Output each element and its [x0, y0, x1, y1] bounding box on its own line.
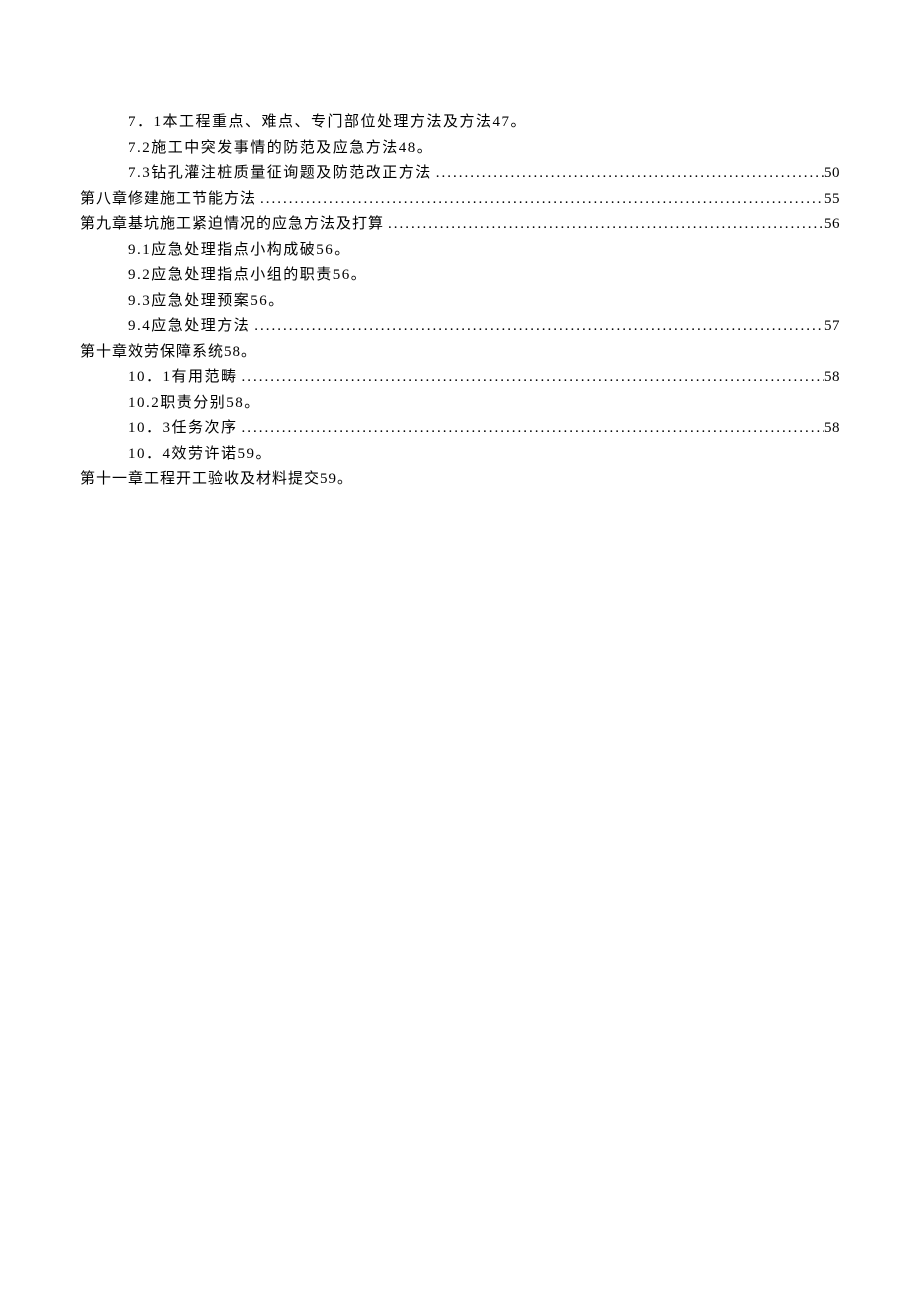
toc-entry: 9.4应急处理方法 57: [80, 314, 840, 340]
toc-entry-title: 第九章基坑施工紧迫情况的应急方法及打算: [80, 212, 384, 238]
toc-entry: 9.2应急处理指点小组的职责56。: [80, 263, 840, 289]
toc-page-number: 58: [824, 416, 840, 442]
toc-entry-title: 10．3任务次序: [128, 416, 238, 442]
toc-entry: 9.3应急处理预案56。: [80, 289, 840, 315]
toc-entry-title: 7.2施工中突发事情的防范及应急方法48: [128, 136, 417, 162]
toc-entry-title: 第十一章工程开工验收及材料提交59: [80, 467, 337, 493]
toc-entry: 7.3钻孔灌注桩质量征询题及防范改正方法 50: [80, 161, 840, 187]
toc-dot-leader: [238, 416, 824, 442]
toc-entry-title: 第十章效劳保障系统58: [80, 340, 241, 366]
toc-entry-title: 10.2职责分别58: [128, 391, 244, 417]
toc-page-number: 56: [824, 212, 840, 238]
toc-entry-title: 9.3应急处理预案56: [128, 289, 268, 315]
toc-entry-title: 7.3钻孔灌注桩质量征询题及防范改正方法: [128, 161, 432, 187]
toc-entry-suffix: 。: [256, 442, 271, 468]
toc-entry: 10.2职责分别58。: [80, 391, 840, 417]
toc-entry-suffix: 。: [351, 263, 366, 289]
toc-page-number: 55: [824, 187, 840, 213]
toc-page-number: 57: [824, 314, 840, 340]
toc-dot-leader: [238, 365, 824, 391]
toc-dot-leader: [256, 187, 824, 213]
toc-entry-title: 9.2应急处理指点小组的职责56: [128, 263, 351, 289]
toc-entry-suffix: 。: [244, 391, 259, 417]
table-of-contents: 7．1本工程重点、难点、专门部位处理方法及方法47。7.2施工中突发事情的防范及…: [80, 110, 840, 493]
toc-entry: 第九章基坑施工紧迫情况的应急方法及打算 56: [80, 212, 840, 238]
toc-entry: 10．1有用范畴 58: [80, 365, 840, 391]
toc-dot-leader: [384, 212, 824, 238]
toc-entry-suffix: 。: [337, 467, 352, 493]
toc-entry: 第八章修建施工节能方法 55: [80, 187, 840, 213]
toc-entry-title: 9.4应急处理方法: [128, 314, 250, 340]
toc-entry-title: 第八章修建施工节能方法: [80, 187, 256, 213]
toc-page-number: 50: [824, 161, 840, 187]
toc-entry-title: 10．4效劳许诺59: [128, 442, 256, 468]
toc-entry: 7.2施工中突发事情的防范及应急方法48。: [80, 136, 840, 162]
toc-dot-leader: [250, 314, 824, 340]
toc-entry-suffix: 。: [417, 136, 432, 162]
toc-entry: 10．4效劳许诺59。: [80, 442, 840, 468]
toc-dot-leader: [432, 161, 824, 187]
toc-entry: 第十一章工程开工验收及材料提交59。: [80, 467, 840, 493]
toc-entry-title: 9.1应急处理指点小构成破56: [128, 238, 334, 264]
toc-page-number: 58: [824, 365, 840, 391]
toc-entry-title: 10．1有用范畴: [128, 365, 238, 391]
toc-entry: 7．1本工程重点、难点、专门部位处理方法及方法47。: [80, 110, 840, 136]
toc-entry-suffix: 。: [334, 238, 349, 264]
toc-entry: 第十章效劳保障系统58。: [80, 340, 840, 366]
toc-entry: 9.1应急处理指点小构成破56。: [80, 238, 840, 264]
toc-entry-suffix: 。: [268, 289, 283, 315]
toc-entry: 10．3任务次序 58: [80, 416, 840, 442]
toc-entry-suffix: 。: [241, 340, 256, 366]
toc-entry-suffix: 。: [511, 110, 526, 136]
toc-entry-title: 7．1本工程重点、难点、专门部位处理方法及方法47: [128, 110, 511, 136]
